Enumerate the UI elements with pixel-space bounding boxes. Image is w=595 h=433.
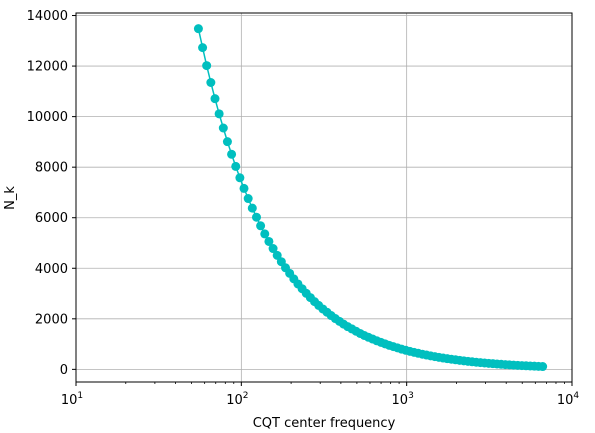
y-tick-label: 14000: [27, 9, 68, 24]
data-point: [268, 244, 278, 254]
data-point: [198, 43, 208, 53]
x-tick-label-base: 10: [392, 393, 409, 408]
x-tick-label-base: 10: [226, 393, 243, 408]
x-tick-label-exponent: 1: [77, 391, 83, 401]
x-tick-label: 102: [226, 391, 248, 408]
x-tick-label-base: 10: [61, 393, 78, 408]
y-tick-label: 8000: [35, 161, 68, 176]
y-tick-label: 12000: [27, 60, 68, 75]
x-tick-label-base: 10: [557, 393, 574, 408]
y-tick-label: 4000: [35, 262, 68, 277]
data-point: [227, 149, 237, 159]
x-tick-label-exponent: 3: [408, 391, 414, 401]
y-tick-label: 6000: [35, 211, 68, 226]
data-point: [239, 183, 249, 193]
data-point: [222, 137, 232, 147]
data-point: [214, 109, 224, 119]
data-series: [193, 24, 548, 372]
plot-frame: [75, 12, 573, 383]
data-point: [260, 229, 270, 239]
x-tick-label: 101: [61, 391, 83, 408]
data-point: [210, 94, 220, 104]
x-axis-label: CQT center frequency: [253, 416, 396, 431]
data-point: [235, 173, 245, 183]
data-point: [206, 78, 216, 87]
data-point: [231, 161, 241, 171]
x-tick-label: 103: [392, 391, 414, 408]
x-axis: 101 102 103 104: [61, 382, 580, 408]
y-axis: 0 2000 4000 6000 8000 10000 12000 14000: [27, 9, 76, 378]
grid: [75, 13, 573, 382]
y-tick-label: 2000: [35, 312, 68, 327]
data-point: [218, 123, 228, 133]
x-tick-label-exponent: 2: [243, 391, 249, 401]
data-point: [247, 203, 257, 213]
y-tick-label: 10000: [27, 110, 68, 125]
x-tick-label: 104: [557, 391, 580, 408]
data-point: [202, 61, 212, 71]
x-tick-label-exponent: 4: [573, 391, 579, 401]
data-point: [251, 212, 261, 222]
data-point: [538, 362, 548, 372]
y-tick-label: 0: [60, 363, 68, 378]
data-point: [256, 221, 266, 231]
data-point: [264, 236, 274, 246]
data-point: [193, 24, 203, 34]
data-point: [243, 194, 253, 204]
y-axis-label: N_k: [3, 186, 18, 210]
